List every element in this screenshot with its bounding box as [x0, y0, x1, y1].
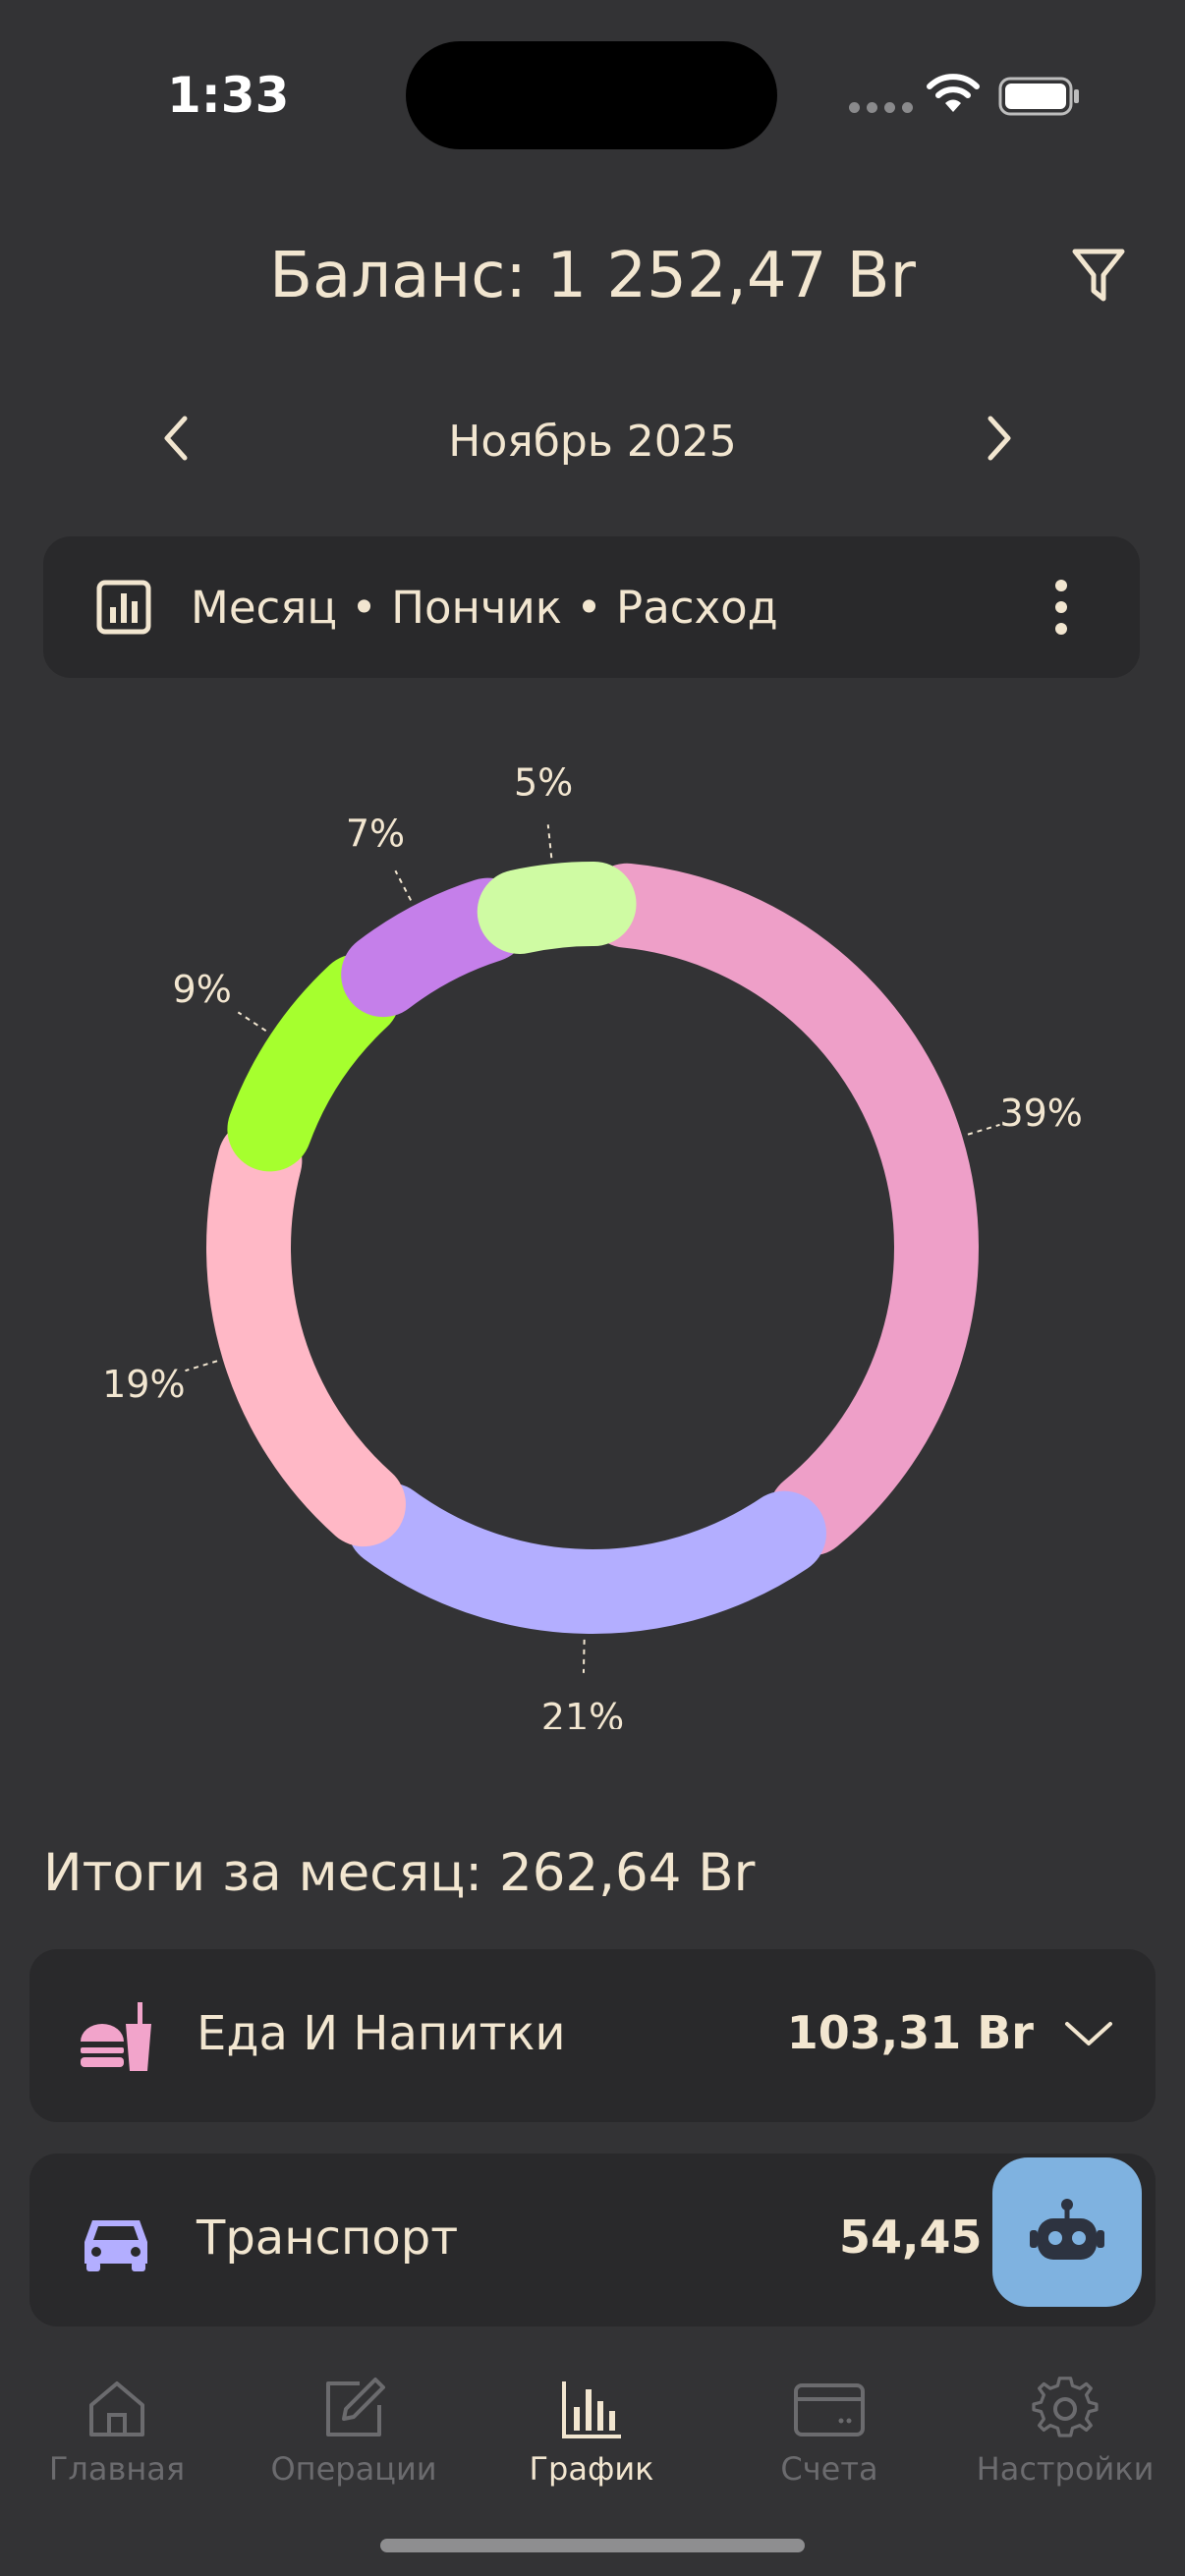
- signal-icon: [849, 102, 913, 113]
- donut-slice-4[interactable]: [341, 877, 531, 1018]
- category-row-transport[interactable]: Транспорт 54,45 Br: [29, 2154, 1156, 2326]
- chart-mode-text: Месяц • Пончик • Расход: [191, 582, 778, 634]
- tab-label: Операции: [270, 2450, 437, 2488]
- donut-leader-line-4: [394, 869, 413, 901]
- bar-chart-icon: [96, 580, 151, 635]
- chart-mode-selector[interactable]: [43, 536, 1140, 678]
- category-amount: 103,31 Br: [786, 2006, 1034, 2059]
- category-name: Транспорт: [197, 2211, 459, 2266]
- donut-leader-line-3: [237, 1011, 267, 1033]
- car-icon: [85, 2220, 147, 2271]
- donut-slice-5[interactable]: [477, 862, 637, 954]
- tab-label: Главная: [48, 2450, 186, 2488]
- donut-slice-1[interactable]: [347, 1483, 826, 1634]
- donut-label-0: 39%: [999, 1092, 1082, 1135]
- donut-chart: 39% 21% 19% 9% 7% 5%: [102, 766, 1083, 1729]
- status-time: 1:33: [167, 67, 290, 124]
- tab-settings[interactable]: Настройки: [947, 2376, 1183, 2488]
- month-label: Ноябрь 2025: [448, 417, 737, 467]
- donut-label-5: 5%: [514, 766, 573, 805]
- tab-operations[interactable]: Операции: [236, 2376, 472, 2488]
- assistant-fab-button[interactable]: [992, 2157, 1142, 2307]
- donut-leader-line-5: [546, 824, 553, 859]
- dynamic-island: [406, 41, 777, 149]
- settings-icon: [1032, 2377, 1099, 2437]
- balance-title: Баланс: 1 252,47 Br: [269, 240, 916, 312]
- tab-chart[interactable]: График: [474, 2376, 709, 2488]
- category-row-food[interactable]: Еда И Напитки 103,31 Br: [29, 1949, 1156, 2122]
- donut-slice-2[interactable]: [206, 1118, 406, 1547]
- month-totals-title: Итоги за месяц: 262,64 Br: [43, 1843, 756, 1903]
- more-vertical-icon[interactable]: [1042, 574, 1081, 641]
- robot-icon: [1030, 2199, 1104, 2260]
- next-month-button[interactable]: [969, 409, 1028, 468]
- edit-icon: [326, 2378, 385, 2436]
- donut-leader-line-0: [967, 1123, 1000, 1136]
- donut-label-1: 21%: [541, 1696, 624, 1729]
- donut-label-3: 9%: [173, 968, 232, 1011]
- food-drink-icon: [81, 2002, 151, 2071]
- prev-month-button[interactable]: [147, 409, 206, 468]
- tab-accounts[interactable]: Счета: [711, 2376, 947, 2488]
- wallet-icon: [794, 2383, 865, 2436]
- chevron-down-icon[interactable]: [1063, 2014, 1114, 2053]
- donut-label-2: 19%: [102, 1363, 185, 1406]
- filter-icon[interactable]: [1067, 244, 1130, 307]
- battery-icon: [998, 77, 1079, 116]
- tab-label: График: [529, 2450, 654, 2488]
- home-icon: [89, 2381, 144, 2436]
- tab-label: Счета: [780, 2450, 878, 2488]
- donut-slice-0[interactable]: [585, 863, 979, 1556]
- home-indicator: [380, 2539, 805, 2552]
- donut-leader-line-2: [185, 1360, 218, 1372]
- chart-icon: [562, 2381, 621, 2438]
- category-name: Еда И Напитки: [197, 2006, 566, 2061]
- donut-leader-line-1: [582, 1639, 586, 1673]
- donut-slice-3[interactable]: [227, 953, 401, 1172]
- wifi-icon: [927, 74, 980, 112]
- tab-label: Настройки: [976, 2450, 1155, 2488]
- donut-label-4: 7%: [346, 812, 405, 855]
- tab-home[interactable]: Главная: [0, 2376, 235, 2488]
